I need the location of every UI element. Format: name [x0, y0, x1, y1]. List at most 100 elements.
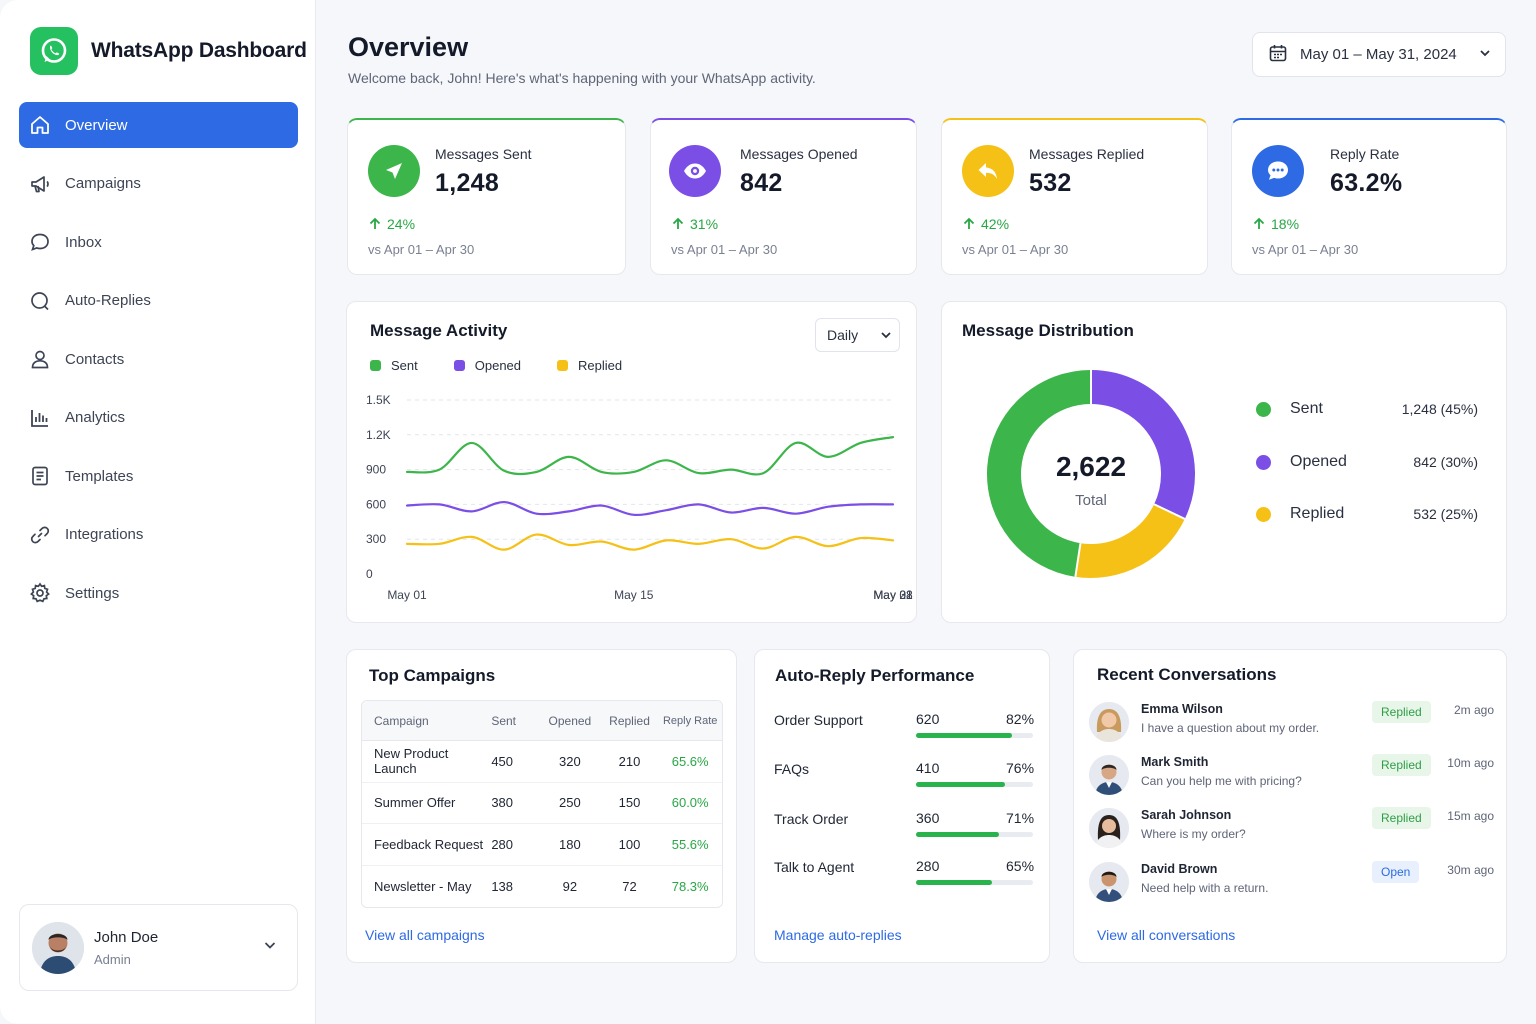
period-select-value: Daily — [827, 327, 859, 343]
conversation-name: Mark Smith — [1141, 755, 1209, 769]
stat-card-reply-rate[interactable]: Reply Rate 63.2% 18% vs Apr 01 – Apr 30 — [1231, 118, 1507, 275]
conversation-name: Sarah Johnson — [1141, 808, 1232, 822]
legend-label: Opened — [474, 358, 522, 373]
stat-compare: vs Apr 01 – Apr 30 — [1252, 242, 1359, 257]
sidebar-item-label: Inbox — [65, 233, 102, 251]
column-header[interactable]: Campaign — [374, 713, 429, 728]
y-tick-label: 1.5K — [366, 393, 391, 407]
column-header[interactable]: Replied — [609, 713, 650, 728]
stat-label: Messages Opened — [740, 146, 858, 162]
date-range-picker[interactable]: May 01 – May 31, 2024 — [1252, 32, 1506, 77]
card-title: Message Distribution — [962, 321, 1134, 340]
distribution-value: 1,248 (45%) — [1401, 401, 1478, 417]
auto-reply-name: Track Order — [774, 811, 849, 827]
column-header[interactable]: Reply Rate — [662, 714, 718, 727]
cell-campaign: New Product Launch — [374, 746, 449, 777]
cell-opened: 180 — [559, 836, 581, 852]
auto-reply-percent: 71% — [1006, 810, 1035, 826]
table-row[interactable]: New Product Launch 450 320 210 65.6% — [362, 741, 722, 783]
megaphone-icon — [29, 173, 51, 195]
sidebar-item-auto-replies[interactable]: Auto-Replies — [19, 278, 298, 324]
table-row[interactable]: Summer Offer 380 250 150 60.0% — [362, 783, 722, 824]
legend-item-opened[interactable]: Opened — [453, 358, 522, 373]
donut-separator — [1153, 503, 1186, 520]
sidebar-item-inbox[interactable]: Inbox — [19, 219, 298, 265]
stat-card-messages-sent[interactable]: Messages Sent 1,248 24% vs Apr 01 – Apr … — [347, 118, 626, 275]
arrow-up-icon — [672, 217, 684, 229]
avatar — [1089, 755, 1129, 795]
brand[interactable]: WhatsApp Dashboard — [30, 27, 307, 75]
line-chart: 0 300 600 900 1.2K 1.5K May 01 May 08 May 15 May … — [366, 393, 913, 602]
column-header[interactable]: Opened — [548, 713, 592, 728]
cell-opened: 320 — [559, 753, 581, 769]
sidebar-item-settings[interactable]: Settings — [19, 570, 298, 616]
donut-separator — [1074, 543, 1082, 577]
cell-replied: 210 — [618, 753, 641, 769]
column-header[interactable]: Sent — [491, 713, 517, 728]
stat-compare: vs Apr 01 – Apr 30 — [962, 242, 1069, 257]
date-range-value: May 01 – May 31, 2024 — [1300, 46, 1457, 63]
sidebar-item-analytics[interactable]: Analytics — [19, 395, 298, 441]
conversation-item[interactable]: David Brown Need help with a return. Ope… — [1089, 861, 1494, 912]
donut-slice-replied — [1075, 503, 1185, 578]
auto-reply-count: 360 — [916, 810, 940, 826]
x-tick-label: May 31 — [873, 588, 913, 602]
x-tick-label: May 08 — [873, 588, 913, 602]
auto-reply-percent: 76% — [1006, 760, 1035, 776]
legend-label: Sent — [391, 358, 418, 373]
avatar — [32, 921, 84, 974]
donut-total-label: Total — [1075, 492, 1107, 509]
chart-legend: Sent Opened Replied — [370, 358, 622, 373]
bar-chart-icon — [29, 407, 51, 429]
sidebar-item-integrations[interactable]: Integrations — [19, 512, 298, 558]
recent-conversations-card: Recent Conversations Emma Wilson I have … — [1073, 649, 1507, 963]
sidebar-item-campaigns[interactable]: Campaigns — [19, 161, 298, 207]
legend-item-sent[interactable]: Sent — [370, 358, 418, 373]
view-all-campaigns-link[interactable]: View all campaigns — [365, 927, 485, 943]
sidebar-item-label: Analytics — [65, 409, 126, 426]
stat-delta-value: 31% — [690, 216, 719, 232]
manage-auto-replies-link[interactable]: Manage auto-replies — [774, 927, 902, 943]
status-badge: Replied — [1372, 807, 1431, 829]
conversation-name: Emma Wilson — [1141, 702, 1223, 716]
donut-total-value: 2,622 — [1056, 451, 1126, 482]
view-all-conversations-link[interactable]: View all conversations — [1097, 927, 1236, 943]
user-profile-menu[interactable]: John Doe Admin — [19, 904, 298, 991]
table-row[interactable]: Feedback Request 280 180 100 55.6% — [362, 824, 722, 866]
donut-slice-sent — [987, 370, 1092, 577]
legend-item-replied[interactable]: Replied — [557, 358, 622, 373]
stat-card-messages-replied[interactable]: Messages Replied 532 42% vs Apr 01 – Apr… — [941, 118, 1208, 275]
stat-delta: 18% — [1252, 216, 1299, 232]
sidebar-item-templates[interactable]: Templates — [19, 453, 298, 499]
conversation-item[interactable]: Emma Wilson I have a question about my o… — [1089, 701, 1494, 752]
cell-reply-rate: 60.0% — [671, 795, 709, 811]
gear-icon — [29, 582, 51, 604]
sidebar-item-contacts[interactable]: Contacts — [19, 336, 298, 382]
auto-reply-icon — [29, 290, 51, 312]
cell-sent: 450 — [491, 753, 514, 769]
stat-value: 1,248 — [435, 169, 500, 197]
auto-reply-name: FAQs — [774, 761, 810, 777]
page-subtitle: Welcome back, John! Here's what's happen… — [348, 70, 816, 86]
chevron-down-icon[interactable] — [263, 938, 277, 957]
cell-reply-rate: 78.3% — [671, 878, 709, 894]
conversation-item[interactable]: Mark Smith Can you help me with pricing?… — [1089, 754, 1494, 805]
distribution-label: Replied — [1290, 505, 1345, 522]
distribution-label: Sent — [1290, 400, 1323, 417]
stat-card-messages-opened[interactable]: Messages Opened 842 31% vs Apr 01 – Apr … — [650, 118, 917, 275]
stat-label: Messages Sent — [435, 146, 532, 162]
sidebar-item-overview[interactable]: Overview — [19, 102, 298, 148]
cell-replied: 72 — [622, 878, 637, 894]
stat-label: Reply Rate — [1330, 146, 1400, 162]
period-select[interactable]: Daily — [815, 318, 900, 352]
stat-delta: 31% — [671, 216, 718, 232]
stat-delta-value: 18% — [1271, 216, 1300, 232]
series-line-opened — [405, 500, 895, 517]
conversation-time: 30m ago — [1447, 863, 1494, 877]
card-title: Message Activity — [370, 321, 508, 340]
cell-replied: 150 — [618, 795, 641, 811]
y-tick-label: 600 — [366, 497, 386, 511]
table-row[interactable]: Newsletter - May 138 92 72 78.3% — [362, 866, 722, 908]
sidebar-item-label: Campaigns — [65, 175, 141, 192]
conversation-item[interactable]: Sarah Johnson Where is my order? Replied… — [1089, 807, 1494, 858]
